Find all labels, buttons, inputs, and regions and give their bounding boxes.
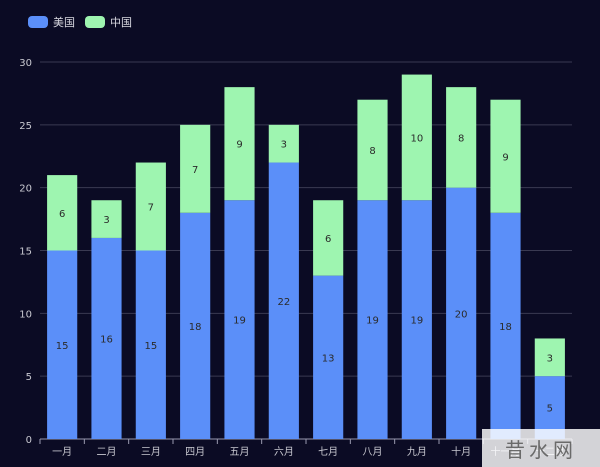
x-tick-label: 八月 [363, 446, 383, 458]
bar-segment-china [224, 87, 255, 201]
data-label-china: 3 [547, 353, 553, 364]
data-label-usa: 19 [410, 316, 423, 327]
y-tick-label: 0 [26, 435, 32, 446]
bar-segment-china [490, 99, 521, 213]
data-label-china: 9 [502, 152, 508, 163]
data-label-china: 3 [103, 215, 109, 226]
legend: 美国 中国 [28, 14, 132, 30]
data-label-usa: 5 [547, 404, 553, 415]
y-tick-label: 20 [19, 184, 32, 195]
bar-segment-china [268, 124, 299, 163]
x-tick-label: 四月 [185, 446, 205, 458]
bar-segment-usa [313, 275, 344, 439]
data-label-china: 7 [192, 165, 198, 176]
bar-segment-usa [135, 250, 166, 439]
data-label-usa: 20 [455, 309, 468, 320]
bar-segment-usa [268, 162, 299, 440]
bar-segment-usa [224, 200, 255, 439]
x-tick-label: 一月 [52, 446, 72, 458]
bar-segment-usa [91, 237, 122, 439]
data-label-china: 8 [369, 146, 375, 157]
legend-item-usa[interactable]: 美国 [28, 14, 75, 30]
bar-segment-usa [490, 212, 521, 439]
bar-segment-china [180, 124, 211, 213]
bar-segment-usa [446, 187, 477, 439]
x-tick-label: 六月 [274, 446, 294, 458]
bar-segment-usa [180, 212, 211, 439]
y-tick-label: 5 [26, 372, 32, 383]
bar-segment-china [401, 74, 432, 201]
legend-item-china[interactable]: 中国 [85, 14, 132, 30]
data-label-usa: 16 [100, 334, 113, 345]
bar-segment-usa [534, 376, 565, 439]
data-label-usa: 18 [499, 322, 512, 333]
y-tick-label: 25 [19, 121, 32, 132]
data-label-china: 6 [59, 209, 65, 220]
bar-segment-china [91, 200, 122, 238]
x-tick-label: 十月 [451, 445, 471, 458]
legend-label-usa: 美国 [53, 16, 75, 29]
x-tick-label: 九月 [407, 446, 427, 458]
x-tick-label: 三月 [141, 446, 161, 458]
data-label-china: 6 [325, 234, 331, 245]
data-label-usa: 19 [233, 316, 246, 327]
bar-segment-usa [401, 200, 432, 439]
data-label-usa: 15 [144, 341, 157, 352]
bar-segment-china [135, 162, 166, 251]
y-tick-label: 30 [19, 58, 32, 69]
legend-swatch-usa [28, 16, 48, 28]
data-label-usa: 19 [366, 316, 379, 327]
bar-segment-china [446, 87, 477, 188]
data-label-china: 8 [458, 133, 464, 144]
bar-segment-usa [47, 250, 78, 439]
data-label-china: 9 [236, 140, 242, 151]
data-label-china: 10 [410, 133, 423, 144]
x-tick-label: 二月 [97, 446, 117, 458]
bar-segment-china [47, 175, 78, 251]
x-tick-label: 七月 [318, 446, 338, 458]
data-label-china: 7 [148, 203, 154, 214]
watermark-text: 昔水网 [505, 437, 577, 462]
data-label-china: 3 [281, 140, 287, 151]
legend-swatch-china [85, 16, 105, 28]
bar-segment-usa [357, 200, 388, 439]
x-tick-label: 五月 [230, 446, 250, 458]
data-label-usa: 13 [322, 353, 335, 364]
bar-segment-china [534, 338, 565, 377]
bar-segment-china [313, 200, 344, 276]
data-label-usa: 18 [189, 322, 202, 333]
legend-label-china: 中国 [110, 16, 132, 29]
data-label-usa: 15 [56, 341, 69, 352]
y-tick-label: 10 [19, 309, 32, 320]
data-label-usa: 22 [277, 297, 290, 308]
y-tick-label: 15 [19, 247, 32, 258]
bar-segment-china [357, 99, 388, 201]
watermark: 昔水网 [482, 429, 600, 467]
